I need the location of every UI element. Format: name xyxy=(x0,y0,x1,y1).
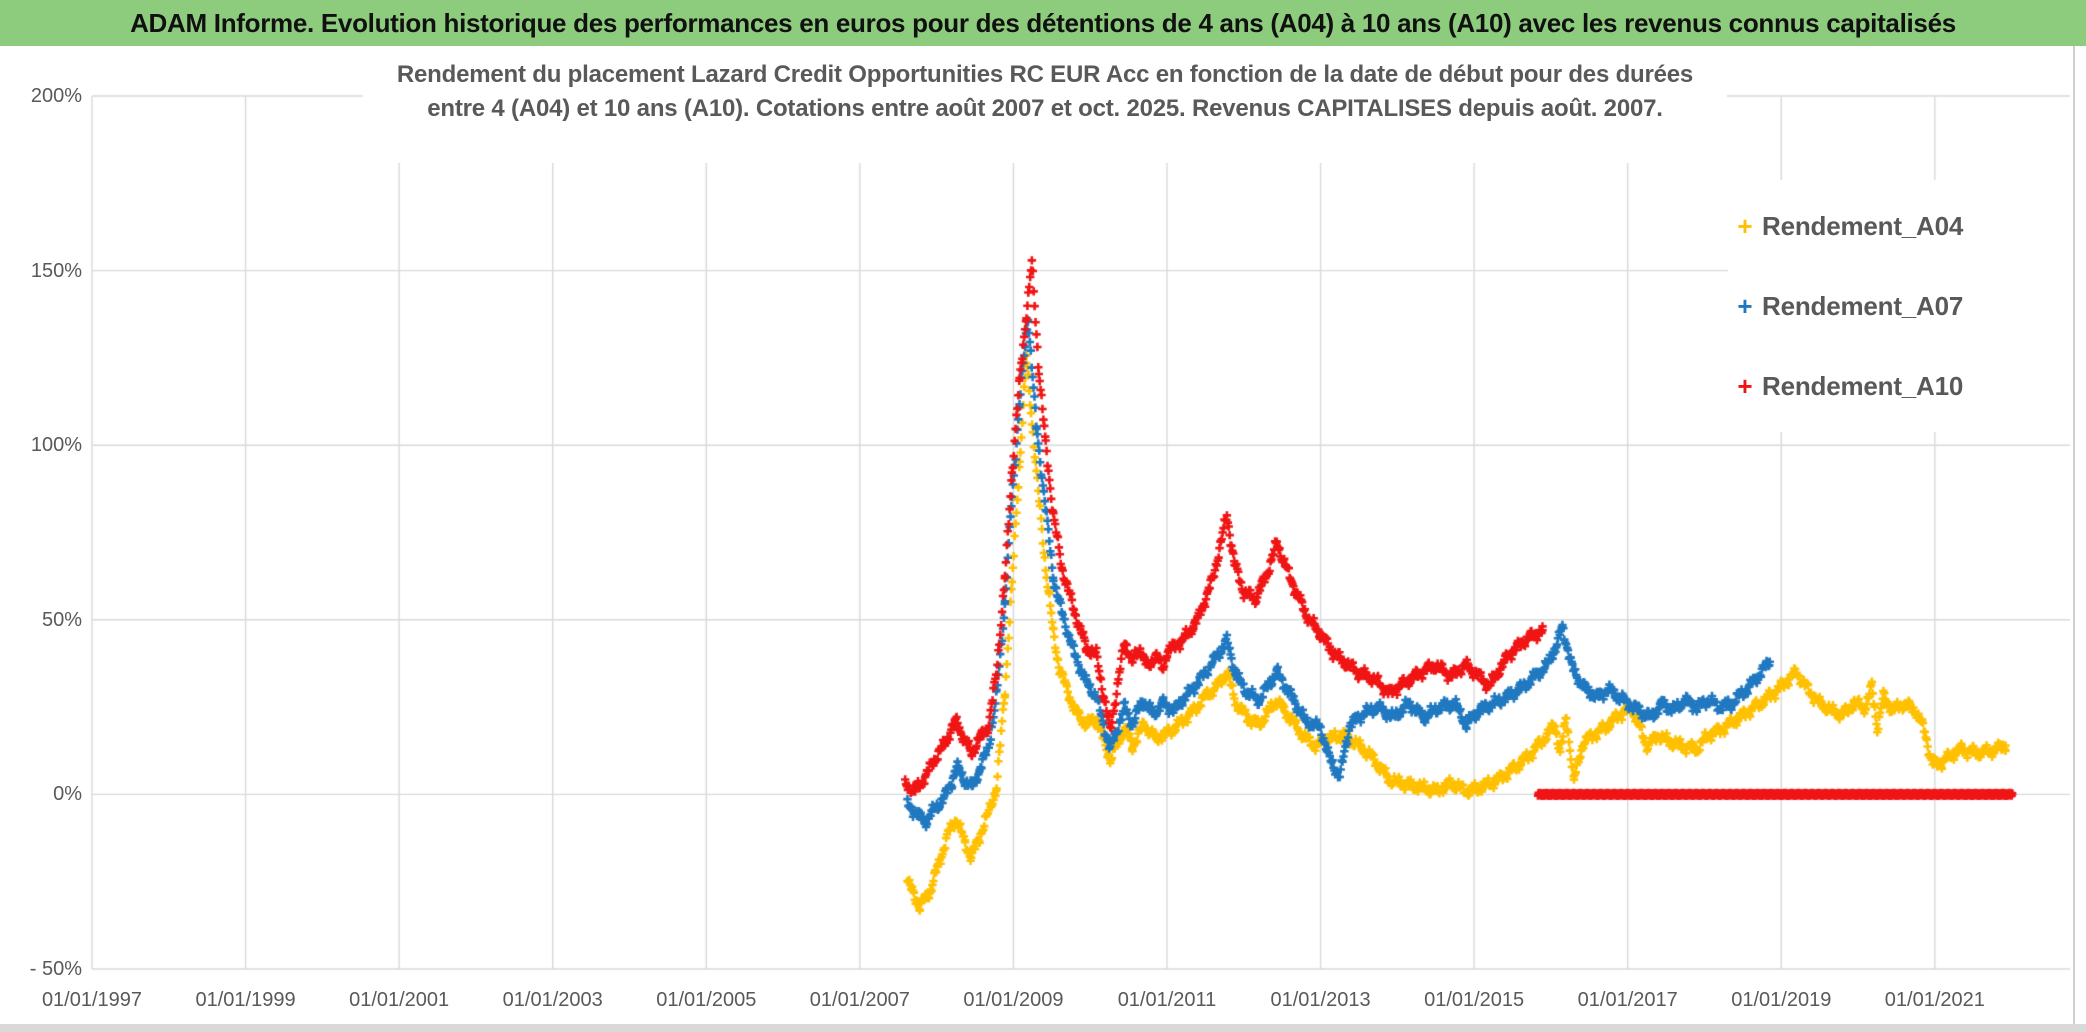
legend-item-rendement_a07[interactable]: + Rendement_A07 xyxy=(1728,266,2070,346)
legend-label: Rendement_A04 xyxy=(1762,210,1964,241)
x-tick-label: 01/01/1999 xyxy=(195,989,296,1011)
legend-label: Rendement_A07 xyxy=(1762,290,1964,321)
y-tick-label: 150% xyxy=(30,259,82,282)
x-tick-label: 01/01/2011 xyxy=(1117,989,1217,1011)
legend-item-rendement_a10[interactable]: + Rendement_A10 xyxy=(1728,346,2070,426)
y-tick-label: - 50% xyxy=(29,958,82,980)
x-tick-label: 01/01/2021 xyxy=(1884,989,1985,1011)
legend-item-rendement_a04[interactable]: + Rendement_A04 xyxy=(1728,186,2070,266)
x-tick-label: 01/01/2015 xyxy=(1424,989,1525,1011)
x-tick-label: 01/01/2003 xyxy=(502,989,603,1011)
x-tick-label: 01/01/2007 xyxy=(809,989,910,1011)
y-tick-label: 100% xyxy=(30,434,82,457)
chart-border xyxy=(2073,46,2075,1024)
legend: + Rendement_A04 + Rendement_A07 + Rendement_A… xyxy=(1728,180,2070,432)
bottom-row-strip xyxy=(0,1024,2086,1032)
x-tick-label: 01/01/2017 xyxy=(1577,989,1678,1011)
chart-area: Rendement du placement Lazard Credit Opp… xyxy=(0,46,2086,1024)
y-tick-label: 50% xyxy=(41,608,82,631)
chart-title: Rendement du placement Lazard Credit Opp… xyxy=(363,58,1727,163)
plus-marker-icon: + xyxy=(1737,291,1753,321)
plus-marker-icon: + xyxy=(1737,211,1753,241)
window-title-bar: ADAM Informe. Evolution historique des p… xyxy=(0,0,2086,46)
x-tick-label: 01/01/2019 xyxy=(1731,989,1832,1011)
window-title: ADAM Informe. Evolution historique des p… xyxy=(130,7,1956,38)
plus-marker-icon: + xyxy=(1737,371,1753,401)
x-tick-label: 01/01/2013 xyxy=(1270,989,1371,1011)
legend-label: Rendement_A10 xyxy=(1762,370,1964,401)
x-tick-label: 01/01/2001 xyxy=(349,989,450,1011)
y-tick-label: 200% xyxy=(30,85,82,107)
y-tick-label: 0% xyxy=(53,783,82,806)
chart-title-line2: entre 4 (A04) et 10 ans (A10). Cotations… xyxy=(427,95,1663,122)
x-tick-label: 01/01/1997 xyxy=(41,989,143,1011)
x-tick-label: 01/01/2009 xyxy=(963,989,1064,1011)
chart-title-line1: Rendement du placement Lazard Credit Opp… xyxy=(396,61,1694,88)
x-tick-label: 01/01/2005 xyxy=(656,989,757,1011)
